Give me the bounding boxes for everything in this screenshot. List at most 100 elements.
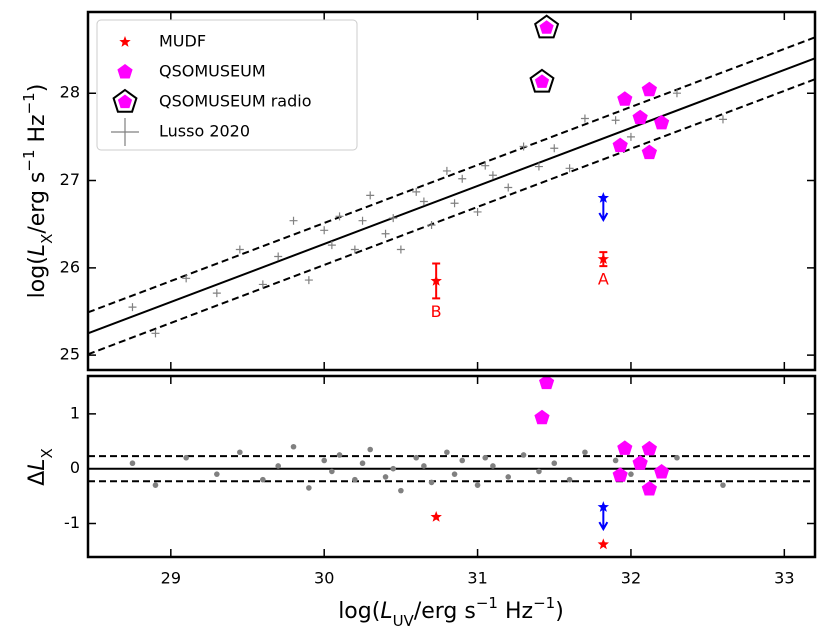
label-part: L	[25, 458, 50, 470]
point	[111, 118, 139, 146]
point	[381, 229, 390, 238]
point	[419, 197, 428, 206]
plot-area	[88, 376, 815, 550]
point-label: A	[598, 270, 609, 289]
point	[482, 454, 489, 461]
point	[504, 183, 513, 192]
x-tick-label: 32	[621, 569, 641, 588]
point	[550, 144, 559, 153]
label-part: −1	[20, 92, 38, 114]
legend-label: Lusso 2020	[159, 122, 250, 141]
point	[290, 443, 297, 450]
point	[329, 468, 335, 475]
point-outline	[529, 68, 555, 93]
point	[274, 252, 283, 261]
point	[430, 274, 442, 286]
point	[632, 455, 648, 470]
point	[551, 460, 558, 467]
y-tick-label: 28	[60, 83, 80, 102]
point	[382, 474, 389, 480]
point	[335, 212, 344, 221]
point	[350, 245, 359, 254]
point	[128, 303, 137, 312]
point	[112, 88, 138, 113]
point	[612, 457, 619, 464]
point	[566, 476, 573, 483]
point	[320, 226, 329, 235]
label-part: L	[380, 599, 392, 624]
point	[580, 114, 589, 123]
frame	[86, 374, 817, 559]
point	[459, 457, 466, 464]
label-part: −1	[476, 594, 498, 612]
point	[235, 245, 244, 254]
point	[212, 289, 221, 298]
fit-line	[88, 57, 815, 335]
x-tick-label: 29	[161, 569, 181, 588]
point	[488, 171, 497, 180]
point	[617, 91, 633, 106]
label-part: log(	[25, 256, 50, 298]
label-part: Hz	[25, 114, 50, 149]
point	[641, 81, 657, 97]
point	[520, 452, 527, 458]
point	[451, 471, 458, 477]
fit-line	[88, 78, 815, 356]
x-tick-label: 33	[774, 569, 794, 588]
x-tick-label: 31	[467, 569, 487, 588]
point	[152, 482, 159, 488]
y-axis-label: log(LX/erg s−1 Hz−1)	[20, 84, 56, 299]
point	[641, 144, 657, 160]
label-part: −1	[533, 594, 555, 612]
point	[306, 485, 312, 491]
point	[289, 216, 298, 225]
label-part: X	[38, 234, 56, 244]
label-part: −1	[20, 149, 38, 171]
y-axis-label: ΔLX	[25, 448, 56, 486]
point	[352, 476, 358, 483]
point	[529, 68, 555, 93]
point	[611, 116, 620, 125]
y-tick-label: -1	[64, 513, 80, 532]
point	[654, 114, 670, 130]
legend-label: MUDF	[159, 32, 206, 51]
point	[214, 471, 220, 477]
point	[430, 511, 442, 522]
label-part: /erg s	[414, 599, 476, 624]
point	[427, 221, 436, 230]
point	[304, 276, 313, 285]
label-part: L	[25, 244, 50, 256]
point	[458, 174, 467, 183]
frame	[86, 10, 817, 372]
point	[390, 465, 397, 472]
point	[275, 463, 281, 469]
point	[119, 36, 131, 47]
point	[444, 449, 450, 456]
point-outline	[534, 14, 560, 39]
point-fill	[117, 94, 133, 109]
point	[626, 132, 635, 141]
point	[260, 476, 266, 483]
point	[565, 164, 574, 173]
point	[612, 467, 628, 482]
point-outline	[112, 88, 138, 113]
legend-label: QSOMUSEUM radio	[159, 92, 312, 111]
point	[628, 471, 634, 477]
y-tick-label: 25	[60, 345, 80, 364]
point	[450, 199, 459, 208]
point	[718, 115, 727, 124]
legend-box	[96, 19, 358, 151]
point	[597, 253, 609, 264]
fit-line	[88, 36, 815, 314]
point	[720, 482, 726, 488]
point	[398, 487, 404, 494]
point	[117, 64, 133, 79]
label-part: X	[38, 448, 56, 458]
point	[367, 446, 374, 453]
point	[536, 468, 542, 475]
point	[151, 329, 160, 338]
point	[412, 187, 421, 196]
point	[617, 440, 633, 455]
point	[641, 440, 657, 456]
point	[654, 464, 670, 479]
